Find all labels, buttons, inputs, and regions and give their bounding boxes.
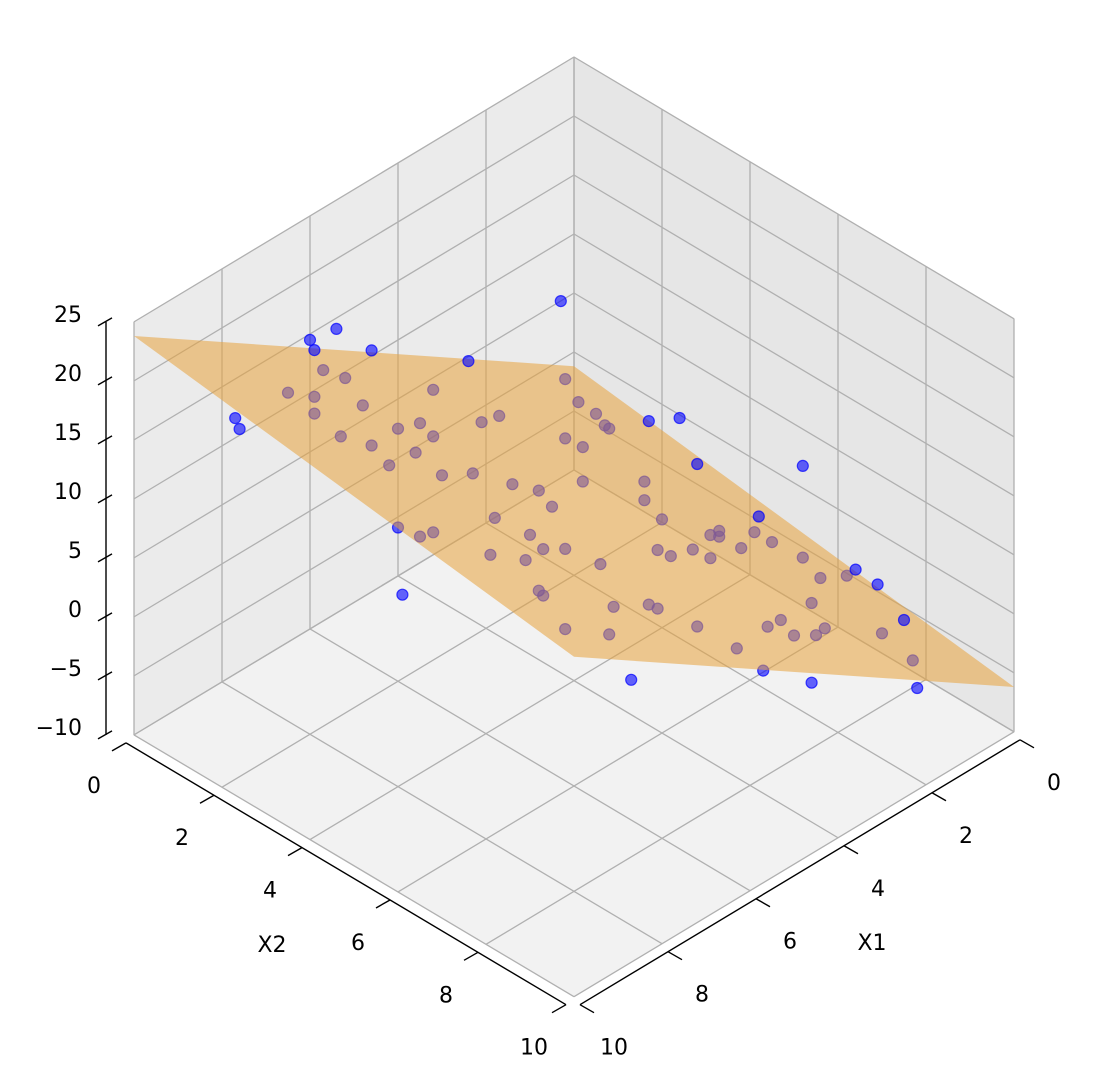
point <box>625 673 638 686</box>
z-tick <box>97 435 113 445</box>
z-tick-label: 5 <box>68 539 82 564</box>
x-tick-label: 2 <box>959 824 973 849</box>
point <box>554 295 567 308</box>
point <box>805 676 818 689</box>
y-tick <box>287 846 303 857</box>
grid-line <box>573 731 1015 998</box>
y-axis-line <box>125 742 567 1006</box>
y-tick-label: 10 <box>520 1036 548 1061</box>
z-tick-label: −5 <box>50 657 82 682</box>
x-tick-label: 10 <box>600 1036 628 1061</box>
grid-line <box>573 115 1015 379</box>
x-tick-label: 0 <box>1047 771 1061 796</box>
grid-line <box>573 292 1015 556</box>
point <box>752 510 765 523</box>
y-tick <box>463 951 479 961</box>
z-tick-label: 0 <box>68 598 82 623</box>
y-tick-label: 0 <box>87 774 101 799</box>
grid-line <box>573 56 1015 320</box>
point <box>897 613 911 627</box>
point <box>229 412 242 425</box>
point <box>849 563 862 576</box>
point <box>308 344 321 357</box>
x-tick <box>667 951 683 961</box>
z-tick <box>97 671 113 681</box>
x-tick-label: 6 <box>783 930 797 955</box>
regression-plane <box>134 336 1014 687</box>
x-tick <box>579 1004 595 1014</box>
z-tick-label: 25 <box>54 303 82 328</box>
point <box>911 681 924 695</box>
point <box>673 411 686 425</box>
point <box>330 322 343 335</box>
x-axis-label: X1 <box>857 931 886 956</box>
y-tick-label: 6 <box>351 931 365 956</box>
point <box>796 459 809 472</box>
x-tick <box>755 898 771 908</box>
y-tick <box>199 794 215 804</box>
y-tick-label: 4 <box>263 879 277 904</box>
point <box>233 422 246 436</box>
z-tick <box>97 553 113 563</box>
z-tick <box>97 376 113 386</box>
surface-layer <box>134 336 1014 687</box>
x-axis-line <box>579 739 1021 1006</box>
grid-line <box>133 56 575 323</box>
x-tick <box>931 792 947 802</box>
grid-line <box>485 678 927 945</box>
grid-line <box>309 628 751 892</box>
z-tick-label: 20 <box>54 362 82 387</box>
point <box>396 588 409 601</box>
y-tick <box>375 899 391 909</box>
grid-line <box>397 575 839 839</box>
grid-line <box>133 734 575 998</box>
y-tick-label: 2 <box>175 826 189 851</box>
points-above <box>303 295 911 627</box>
z-tick <box>97 494 113 504</box>
y-tick <box>111 742 127 752</box>
axes: 0 2 4 6 8 10 X1 0 2 4 6 8 10 X2 −10 −5 0 5 10 15 20 25 <box>36 303 1061 1061</box>
y-tick <box>551 1004 567 1014</box>
y-axis-label: X2 <box>257 933 286 958</box>
z-tick-label: 15 <box>54 421 82 446</box>
point <box>691 457 704 471</box>
grid-line <box>573 351 1015 615</box>
grid-line <box>573 174 1015 438</box>
point <box>303 333 317 346</box>
z-tick <box>97 730 113 740</box>
z-tick <box>97 317 113 327</box>
z-tick-label: 10 <box>54 480 82 505</box>
point <box>642 415 655 428</box>
grid-line <box>133 115 575 382</box>
y-tick-label: 8 <box>439 983 453 1008</box>
x-tick-label: 8 <box>695 983 709 1008</box>
x-tick-label: 4 <box>871 877 885 902</box>
point <box>462 355 475 368</box>
x-tick <box>843 845 859 855</box>
x-tick <box>1019 739 1035 749</box>
grid-line <box>221 681 663 945</box>
z-tick <box>97 612 113 622</box>
z-tick-label: −10 <box>36 716 82 741</box>
grid-line <box>573 233 1015 497</box>
grid-line <box>133 174 575 441</box>
point <box>871 578 884 591</box>
point <box>365 344 378 357</box>
